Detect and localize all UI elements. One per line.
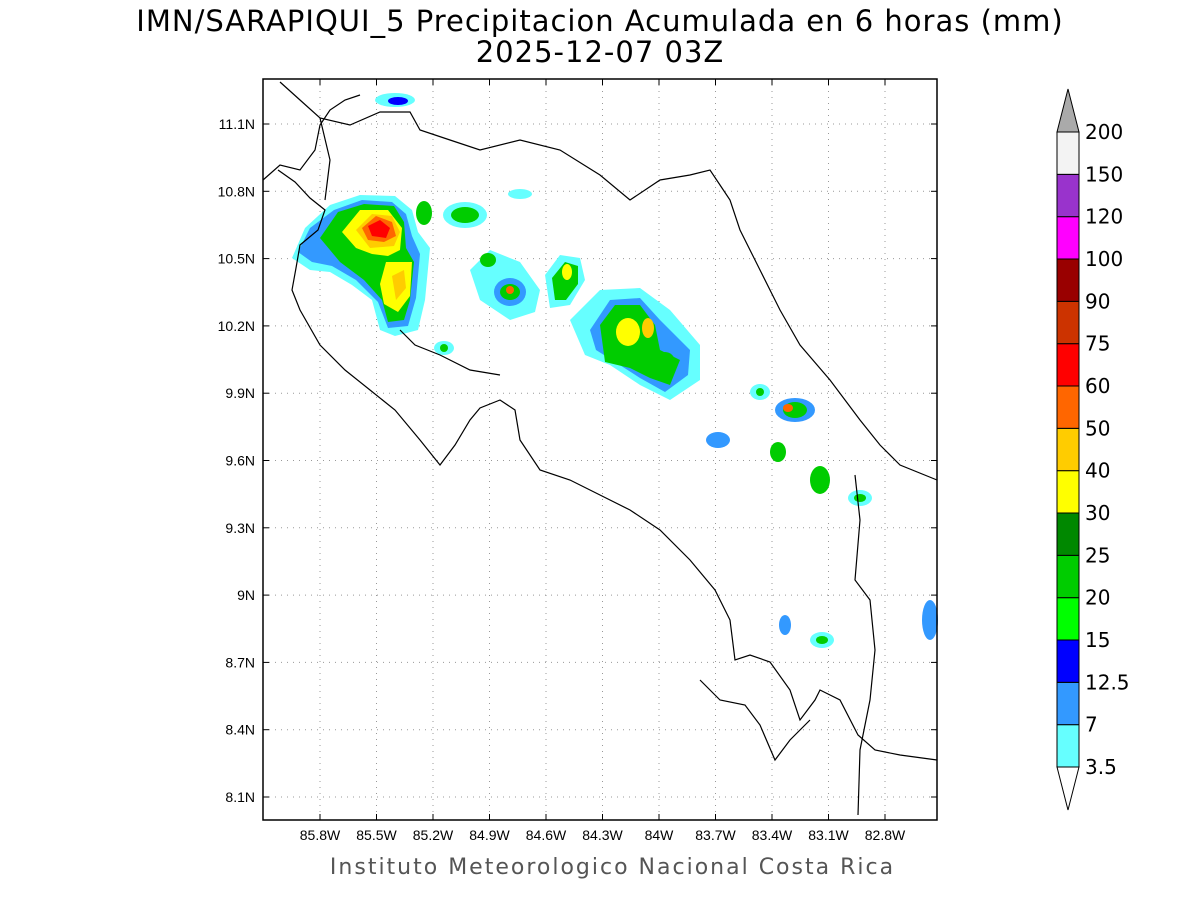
map-area bbox=[263, 79, 937, 820]
precip-cell bbox=[416, 201, 432, 225]
colorbar-segment bbox=[1056, 385, 1080, 429]
precip-cell bbox=[508, 189, 532, 199]
precip-cell bbox=[506, 286, 514, 294]
colorbar-label: 90 bbox=[1085, 289, 1110, 313]
border-nicaragua bbox=[319, 117, 331, 201]
latitude-axis: 11.1N 10.8N 10.5N 10.2N 9.9N 9.6N 9.3N 9N 8.7N 8.… bbox=[218, 116, 937, 805]
lon-tick-label: 85.8W bbox=[300, 827, 341, 843]
precip-cell bbox=[816, 636, 828, 644]
lat-tick-label: 9.3N bbox=[225, 520, 255, 536]
colorbar-segment bbox=[1056, 681, 1080, 726]
colorbar-segment bbox=[1056, 639, 1080, 683]
colorbar-segment bbox=[1056, 427, 1080, 472]
precip-cell bbox=[642, 318, 654, 338]
colorbar-arrow-top bbox=[1056, 88, 1080, 133]
colorbar-segment bbox=[1056, 597, 1080, 641]
precip-cell bbox=[922, 600, 938, 640]
colorbar-label: 50 bbox=[1085, 416, 1110, 440]
colorbar-label: 15 bbox=[1085, 628, 1110, 652]
colorbar-segment bbox=[1056, 216, 1080, 260]
precip-cell bbox=[616, 318, 640, 346]
longitude-axis: 85.8W 85.5W 85.2W 84.9W 84.6W 84.3W 84W 83.7W 83… bbox=[300, 79, 906, 843]
colorbar-label: 120 bbox=[1085, 205, 1123, 229]
lon-tick-label: 85.2W bbox=[413, 827, 454, 843]
precipitation-field bbox=[292, 93, 938, 648]
map-frame bbox=[262, 78, 938, 821]
lat-tick-label: 8.1N bbox=[225, 789, 255, 805]
precip-cell bbox=[388, 97, 408, 105]
colorbar-label: 30 bbox=[1085, 501, 1110, 525]
colorbar-segment bbox=[1056, 131, 1080, 175]
coastline-caribbean bbox=[279, 81, 938, 481]
precip-cell bbox=[810, 466, 830, 494]
lat-tick-label: 9.6N bbox=[225, 453, 255, 469]
precip-cell bbox=[451, 207, 479, 223]
precip-cell bbox=[854, 494, 866, 502]
precip-cluster-northwest bbox=[392, 270, 406, 300]
lon-tick-label: 84W bbox=[645, 827, 675, 843]
colorbar-label: 60 bbox=[1085, 374, 1110, 398]
coastline-nicoya bbox=[399, 329, 501, 376]
colorbar-label: 25 bbox=[1085, 543, 1110, 567]
colorbar-segment bbox=[1056, 554, 1080, 599]
lat-tick-label: 9N bbox=[237, 587, 255, 603]
colorbar-segment bbox=[1056, 258, 1080, 302]
footer-credit: Instituto Meteorologico Nacional Costa R… bbox=[329, 855, 896, 880]
precip-cell bbox=[706, 432, 730, 448]
colorbar-label: 75 bbox=[1085, 332, 1110, 356]
grid-lines bbox=[263, 79, 937, 820]
lat-tick-label: 9.9N bbox=[225, 385, 255, 401]
precip-cell bbox=[480, 253, 496, 267]
precip-cell bbox=[655, 352, 675, 372]
lon-tick-label: 83.4W bbox=[752, 827, 793, 843]
colorbar-label: 3.5 bbox=[1085, 755, 1117, 779]
lat-tick-label: 8.4N bbox=[225, 722, 255, 738]
precip-cell bbox=[562, 264, 572, 280]
colorbar-segment bbox=[1056, 470, 1080, 514]
lat-tick-label: 10.8N bbox=[218, 183, 255, 199]
lon-tick-label: 84.9W bbox=[469, 827, 510, 843]
lon-tick-label: 83.1W bbox=[808, 827, 849, 843]
coastlines bbox=[262, 81, 938, 816]
colorbar-label: 100 bbox=[1085, 247, 1123, 271]
colorbar-segment bbox=[1056, 343, 1080, 387]
colorbar-arrow-bottom bbox=[1056, 766, 1080, 811]
coastline-osa bbox=[699, 679, 811, 762]
border-panama bbox=[854, 474, 876, 816]
coastline-pacific bbox=[262, 94, 938, 761]
map-title: IMN/SARAPIQUI_5 Precipitacion Acumulada … bbox=[136, 4, 1064, 38]
lon-tick-label: 84.3W bbox=[582, 827, 623, 843]
precip-cell bbox=[440, 344, 448, 352]
colorbar-label: 200 bbox=[1085, 120, 1123, 144]
colorbar-label: 7 bbox=[1085, 713, 1098, 737]
colorbar-label: 150 bbox=[1085, 162, 1123, 186]
lon-tick-label: 85.5W bbox=[356, 827, 397, 843]
precip-cell bbox=[756, 388, 764, 396]
colorbar-segment bbox=[1056, 300, 1080, 345]
lon-tick-label: 82.8W bbox=[865, 827, 906, 843]
lat-tick-label: 10.5N bbox=[218, 251, 255, 267]
lat-tick-label: 8.7N bbox=[225, 654, 255, 670]
lat-tick-label: 11.1N bbox=[219, 116, 255, 132]
colorbar-label: 40 bbox=[1085, 459, 1110, 483]
colorbar: 3.5 7 12.5 15 20 25 30 40 50 60 75 90 100 120 150 200 bbox=[1056, 88, 1130, 811]
colorbar-label: 12.5 bbox=[1085, 670, 1130, 694]
colorbar-label: 20 bbox=[1085, 586, 1110, 610]
precip-cluster-northwest bbox=[368, 220, 390, 238]
precip-cell bbox=[770, 442, 786, 462]
lon-tick-label: 84.6W bbox=[526, 827, 567, 843]
map-datetime: 2025-12-07 03Z bbox=[475, 35, 725, 69]
lat-tick-label: 10.2N bbox=[218, 318, 255, 334]
colorbar-segment bbox=[1056, 724, 1080, 768]
precip-cell bbox=[783, 404, 793, 412]
lon-tick-label: 83.7W bbox=[695, 827, 736, 843]
colorbar-segment bbox=[1056, 173, 1080, 218]
precip-cell bbox=[779, 615, 791, 635]
colorbar-segment bbox=[1056, 512, 1080, 556]
